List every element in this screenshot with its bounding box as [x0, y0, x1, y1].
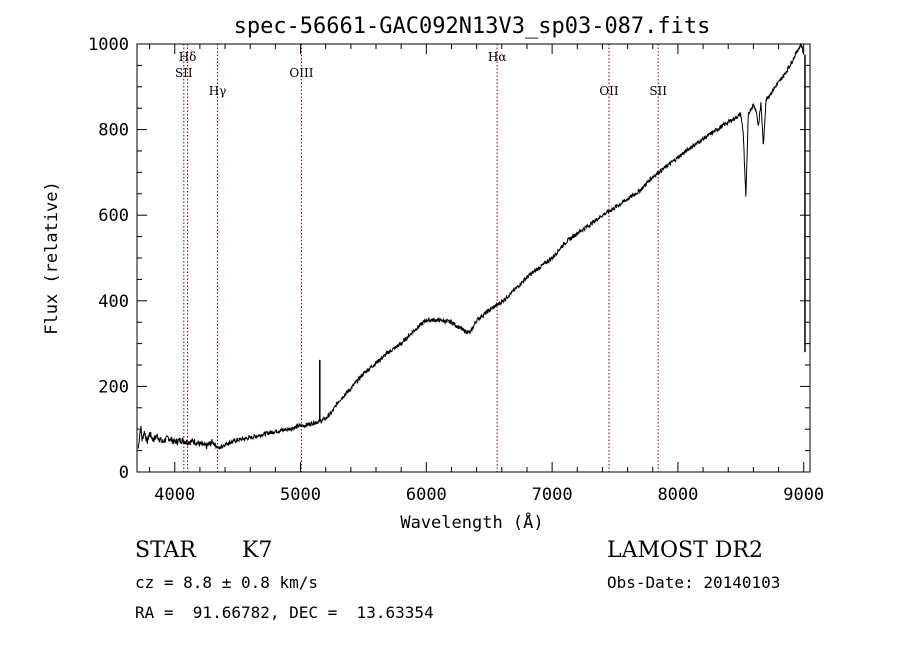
observation-date: Obs-Date: 20140103 — [607, 573, 781, 592]
y-tick-label: 600 — [98, 206, 129, 226]
object-subclass: K7 — [242, 538, 273, 563]
redshift-cz: cz = 8.8 ± 0.8 km/s — [135, 573, 319, 592]
spectral-line-label: Hγ — [209, 84, 227, 98]
y-tick-label: 200 — [98, 377, 129, 397]
y-tick-label: 0 — [119, 463, 129, 483]
x-axis-label: Wavelength (Å) — [400, 511, 543, 533]
x-tick-label: 7000 — [532, 485, 573, 505]
y-tick-label: 800 — [98, 121, 129, 141]
x-axis-ticks: 4000 5000 6000 7000 8000 9000 — [149, 44, 824, 505]
spectrum-series-line — [137, 43, 805, 450]
spectral-line-label: Hα — [488, 50, 507, 64]
x-tick-label: 5000 — [280, 485, 321, 505]
spectral-line-label: SII — [175, 66, 193, 80]
spectrum-spikes — [319, 54, 806, 422]
y-axis-ticks: 0 200 400 600 800 1000 — [88, 35, 810, 483]
object-type: STAR — [135, 538, 196, 563]
x-tick-label: 6000 — [406, 485, 447, 505]
y-tick-label: 400 — [98, 292, 129, 312]
spectral-line-label: Hδ — [179, 50, 197, 64]
plot-frame — [136, 43, 811, 473]
spectral-line-label: SII — [649, 84, 667, 98]
spectral-line-label: OIII — [289, 66, 313, 80]
spectral-line-label: OII — [599, 84, 619, 98]
x-tick-label: 9000 — [783, 485, 824, 505]
x-tick-label: 8000 — [657, 485, 698, 505]
x-tick-label: 4000 — [154, 485, 195, 505]
coordinates: RA = 91.66782, DEC = 13.63354 — [135, 603, 434, 622]
chart-title: spec-56661-GAC092N13V3_sp03-087.fits — [234, 14, 711, 39]
spectral-line-markers: Hδ SII Hγ OIII Hα OII SII — [175, 44, 667, 472]
y-tick-label: 1000 — [88, 35, 129, 55]
survey-name: LAMOST DR2 — [607, 538, 763, 563]
y-axis-label: Flux (relative) — [42, 181, 62, 335]
